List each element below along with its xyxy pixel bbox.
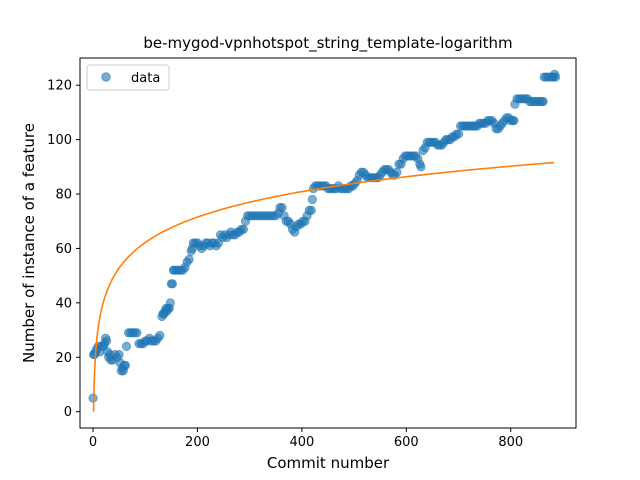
legend-label: data (131, 71, 160, 86)
data-point (165, 298, 175, 308)
data-point (453, 129, 464, 139)
data-point (277, 203, 287, 213)
x-tick-label: 200 (185, 435, 210, 450)
y-tick-label: 0 (64, 405, 72, 420)
y-tick-label: 40 (55, 296, 72, 311)
y-tick-label: 20 (55, 351, 72, 366)
data-point (416, 162, 426, 172)
x-tick-label: 800 (498, 435, 523, 450)
y-tick-label: 100 (47, 133, 72, 148)
x-tick-label: 600 (394, 435, 419, 450)
data-point (120, 360, 131, 371)
data-point (551, 72, 561, 82)
chart-title: be-mygod-vpnhotspot_string_template-loga… (143, 34, 512, 53)
x-tick-label: 0 (89, 435, 97, 450)
x-axis-label: Commit number (267, 454, 390, 472)
data-point (155, 330, 165, 341)
data-point (306, 205, 316, 215)
legend-marker (101, 72, 111, 82)
y-axis-label: Number of instance of a feature (20, 123, 38, 363)
data-point (392, 167, 402, 177)
axes-frame (79, 57, 577, 429)
data-point (538, 96, 548, 107)
data-point (121, 341, 132, 351)
data-point (509, 115, 519, 126)
data-point (102, 336, 112, 346)
fit-line (92, 161, 555, 412)
plot-area: 0 200 400 600 800 0 20 40 60 80 100 120 (47, 57, 577, 450)
legend-box (86, 64, 170, 91)
y-tick-label: 120 (47, 79, 72, 94)
data-point (132, 328, 142, 338)
data-point (238, 224, 249, 234)
data-point (167, 279, 178, 289)
data-point (184, 254, 194, 264)
x-tick-label: 400 (289, 435, 314, 450)
data-point (114, 349, 124, 360)
legend: data (86, 64, 170, 91)
y-tick-label: 80 (55, 188, 72, 203)
y-tick-label: 60 (55, 242, 72, 257)
data-point (307, 194, 317, 205)
